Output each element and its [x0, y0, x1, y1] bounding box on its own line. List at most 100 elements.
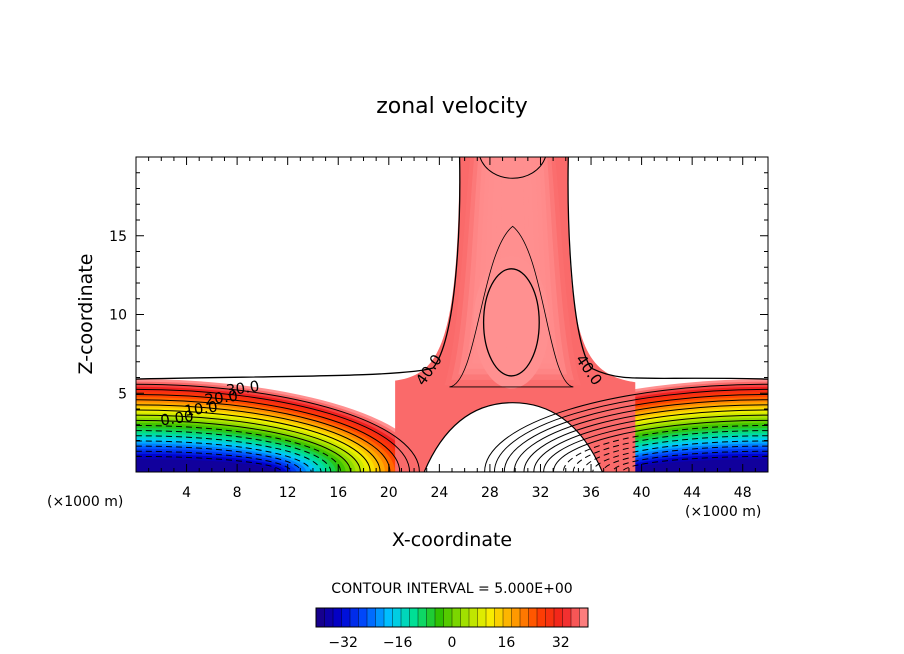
colorbar-cell — [528, 608, 538, 627]
contour-line — [572, 430, 768, 472]
colorbar-cell — [358, 608, 368, 627]
x-tick-label: 20 — [380, 485, 398, 501]
colorbar-cell — [384, 608, 393, 627]
x-tick-label: 16 — [329, 485, 347, 501]
colorbar-cell — [537, 608, 546, 627]
colorbar-tick-label: 32 — [552, 635, 570, 651]
x-tick-label: 32 — [532, 485, 550, 501]
x-tick-label: 8 — [233, 485, 242, 501]
x-unit-right: (×1000 m) — [685, 504, 761, 520]
colorbar-cell — [324, 608, 334, 627]
colorbar-cell — [443, 608, 453, 627]
colorbar-cell — [401, 608, 410, 627]
contour-line — [513, 399, 768, 472]
contour-label: 20.0 — [203, 387, 239, 409]
contour-plot-area — [136, 157, 768, 472]
colorbar-cell — [571, 608, 580, 627]
contour-line — [136, 404, 381, 472]
colorbar-cell — [409, 608, 419, 627]
colorbar-cell — [520, 608, 529, 627]
contour-label: 10.0 — [183, 398, 219, 420]
colorbar-cell — [341, 608, 351, 627]
contour-band — [627, 458, 768, 472]
x-axis-label: X-coordinate — [392, 529, 512, 551]
colorbar-tick-label: 16 — [497, 635, 515, 651]
colorbar-ticks: −32 −16 0 16 32 — [328, 635, 569, 651]
colorbar-cell — [554, 608, 563, 627]
colorbar-cell — [494, 608, 504, 627]
x-tick-label: 4 — [182, 485, 191, 501]
colorbar-cell — [460, 608, 470, 627]
x-tick-label: 44 — [683, 485, 701, 501]
contour-band — [136, 458, 277, 472]
contour-line — [493, 388, 768, 472]
colorbar-cell — [503, 608, 512, 627]
contour-line — [582, 435, 768, 472]
colorbar-cell — [333, 608, 342, 627]
contour-line — [611, 450, 768, 472]
contour-line — [136, 409, 371, 472]
colorbar-cell — [452, 608, 461, 627]
y-tick-label: 15 — [109, 229, 127, 245]
x-tick-label: 24 — [430, 485, 448, 501]
y-tick-label: 5 — [118, 386, 127, 402]
x-tick-label: 48 — [734, 485, 752, 501]
colorbar-cell — [316, 608, 325, 627]
contour-line — [479, 157, 547, 179]
colorbar-cell — [477, 608, 487, 627]
terrain-hill — [423, 402, 604, 472]
contour-line — [136, 157, 461, 380]
contour-line — [523, 404, 768, 472]
contour-line — [533, 409, 768, 472]
contour-line — [136, 419, 352, 472]
colorbar-cell — [511, 608, 521, 627]
contour-line — [136, 424, 342, 472]
contour-line — [136, 383, 420, 472]
contour-line — [136, 455, 283, 472]
contour-line — [136, 399, 391, 472]
contour-lines — [136, 157, 768, 472]
colorbar-cell — [367, 608, 376, 627]
colorbar-tick-label: −16 — [383, 635, 413, 651]
colorbar-cell — [418, 608, 427, 627]
contour-line — [136, 445, 302, 472]
contour-line — [482, 268, 540, 377]
x-tick-label: 28 — [481, 485, 499, 501]
chart-title: zonal velocity — [376, 94, 528, 119]
colorbar-cell — [469, 608, 478, 627]
contour-label: 0.00 — [159, 407, 195, 429]
x-tick-label: 36 — [582, 485, 600, 501]
contour-line — [449, 225, 574, 388]
contour-line — [543, 414, 768, 472]
colorbar-cell — [350, 608, 359, 627]
colorbar-tick-label: −32 — [328, 635, 358, 651]
contour-line — [136, 414, 361, 472]
x-unit-left: (×1000 m) — [47, 494, 123, 510]
colorbar-cell — [562, 608, 572, 627]
contour-line — [484, 383, 768, 472]
contour-line — [602, 445, 768, 472]
colorbar-cell — [435, 608, 444, 627]
contour-line — [592, 440, 768, 472]
colorbar — [315, 608, 589, 627]
colorbar-cell — [426, 608, 436, 627]
x-axis-ticks: 4 8 12 16 20 24 28 32 36 40 44 48 — [148, 157, 756, 501]
contour-line — [136, 388, 411, 472]
colorbar-cell — [486, 608, 495, 627]
contour-label: 30.0 — [225, 377, 261, 399]
x-tick-label: 40 — [633, 485, 651, 501]
contour-line — [136, 440, 312, 472]
colorbar-cell — [545, 608, 555, 627]
y-axis-label: Z-coordinate — [75, 254, 97, 375]
contour-line — [621, 455, 768, 472]
contour-interval-note: CONTOUR INTERVAL = 5.000E+00 — [331, 581, 572, 597]
contour-band — [500, 294, 523, 351]
contour-line — [562, 424, 768, 472]
colorbar-tick-label: 0 — [448, 635, 457, 651]
contour-line — [552, 419, 768, 472]
colorbar-frame — [315, 607, 589, 628]
y-tick-label: 10 — [109, 308, 127, 324]
colorbar-cell — [375, 608, 385, 627]
contour-line — [567, 157, 768, 380]
